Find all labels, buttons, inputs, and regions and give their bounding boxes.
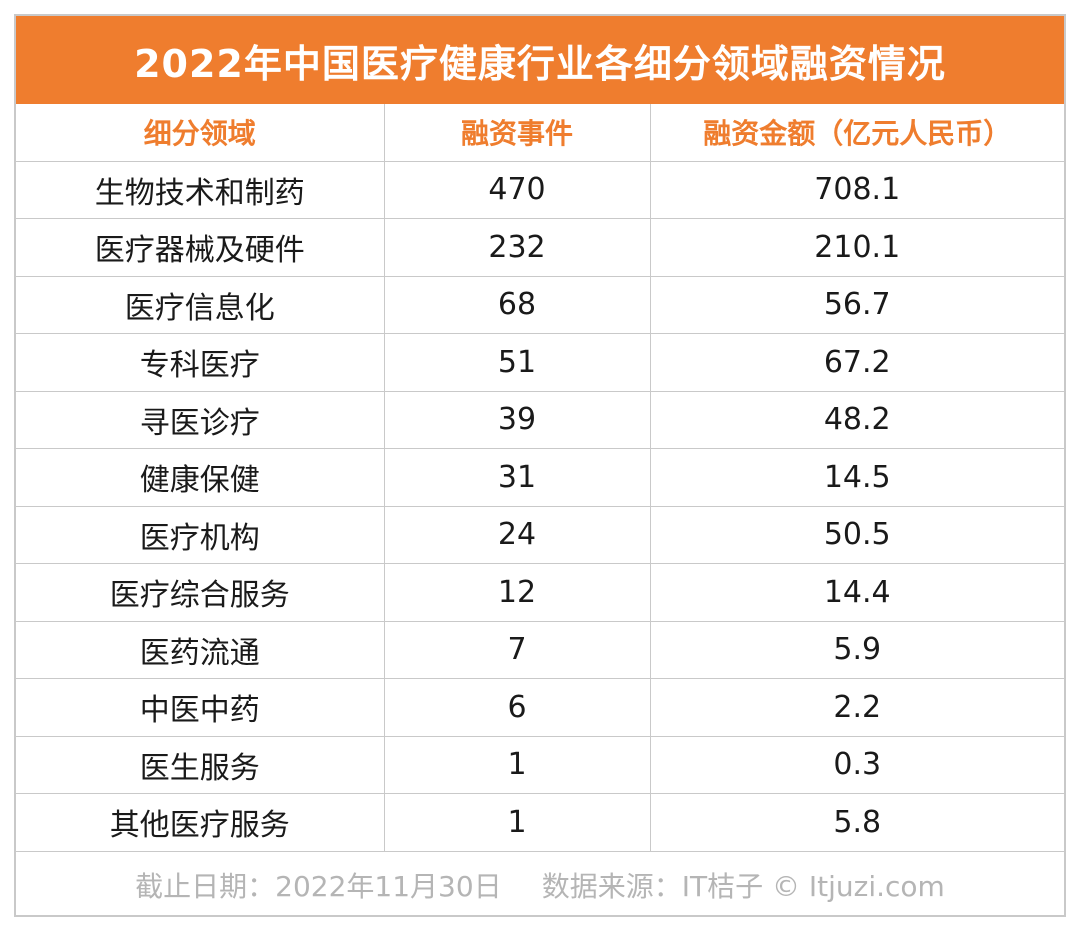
footer-note: 截止日期：2022年11月30日 数据来源：IT桔子 © Itjuzi.com: [16, 856, 1064, 914]
cell-amount: 50.5: [649, 505, 1064, 564]
table-row: 医疗机构 24 50.5: [16, 505, 1064, 564]
cell-segment: 寻医诊疗: [16, 390, 385, 449]
title-banner: 2022年中国医疗健康行业各细分领域融资情况: [16, 16, 1064, 104]
footer-source: 数据来源：IT桔子 © Itjuzi.com: [541, 870, 945, 903]
cell-events: 51: [383, 333, 651, 392]
cell-amount: 48.2: [649, 390, 1064, 449]
cell-events: 232: [383, 218, 651, 277]
cell-events: 31: [383, 448, 651, 507]
table-row: 医疗器械及硬件 232 210.1: [16, 218, 1064, 277]
cell-segment: 健康保健: [16, 448, 385, 507]
cell-events: 39: [383, 390, 651, 449]
cell-amount: 2.2: [649, 678, 1064, 737]
cell-segment: 其他医疗服务: [16, 793, 385, 852]
table-row: 专科医疗 51 67.2: [16, 333, 1064, 392]
cell-segment: 医药流通: [16, 620, 385, 679]
cell-amount: 708.1: [649, 160, 1064, 219]
header-amount: 融资金额（亿元人民币）: [649, 104, 1064, 162]
table-row: 其他医疗服务 1 5.8: [16, 793, 1064, 852]
table-row: 中医中药 6 2.2: [16, 678, 1064, 737]
cell-events: 6: [383, 678, 651, 737]
cell-amount: 56.7: [649, 275, 1064, 334]
header-events: 融资事件: [383, 104, 651, 162]
table-row: 医生服务 1 0.3: [16, 735, 1064, 794]
cell-amount: 5.9: [649, 620, 1064, 679]
header-segment: 细分领域: [16, 104, 385, 162]
footer-date: 截止日期：2022年11月30日: [135, 870, 502, 903]
cell-segment: 中医中药: [16, 678, 385, 737]
cell-events: 470: [383, 160, 651, 219]
cell-events: 24: [383, 505, 651, 564]
financing-table: 细分领域 融资事件 融资金额（亿元人民币） 生物技术和制药 470 708.1 医疗器…: [16, 104, 1064, 852]
cell-amount: 210.1: [649, 218, 1064, 277]
cell-amount: 0.3: [649, 735, 1064, 794]
header-row: 细分领域 融资事件 融资金额（亿元人民币）: [16, 104, 1064, 162]
table-row: 健康保健 31 14.5: [16, 448, 1064, 507]
cell-segment: 医疗器械及硬件: [16, 218, 385, 277]
cell-amount: 14.4: [649, 563, 1064, 622]
cell-events: 7: [383, 620, 651, 679]
cell-segment: 专科医疗: [16, 333, 385, 392]
table-row: 医药流通 7 5.9: [16, 620, 1064, 679]
table-row: 医疗信息化 68 56.7: [16, 275, 1064, 334]
cell-segment: 医疗信息化: [16, 275, 385, 334]
cell-amount: 5.8: [649, 793, 1064, 852]
cell-segment: 医疗综合服务: [16, 563, 385, 622]
table-row: 医疗综合服务 12 14.4: [16, 563, 1064, 622]
table-row: 寻医诊疗 39 48.2: [16, 390, 1064, 449]
cell-events: 1: [383, 793, 651, 852]
table-body: 生物技术和制药 470 708.1 医疗器械及硬件 232 210.1 医疗信息化 68 56.…: [16, 160, 1064, 852]
cell-events: 1: [383, 735, 651, 794]
cell-segment: 医疗机构: [16, 505, 385, 564]
cell-amount: 67.2: [649, 333, 1064, 392]
cell-events: 68: [383, 275, 651, 334]
table-row: 生物技术和制药 470 708.1: [16, 160, 1064, 219]
cell-segment: 医生服务: [16, 735, 385, 794]
cell-amount: 14.5: [649, 448, 1064, 507]
cell-segment: 生物技术和制药: [16, 160, 385, 219]
cell-events: 12: [383, 563, 651, 622]
page-title: 2022年中国医疗健康行业各细分领域融资情况: [134, 41, 946, 86]
